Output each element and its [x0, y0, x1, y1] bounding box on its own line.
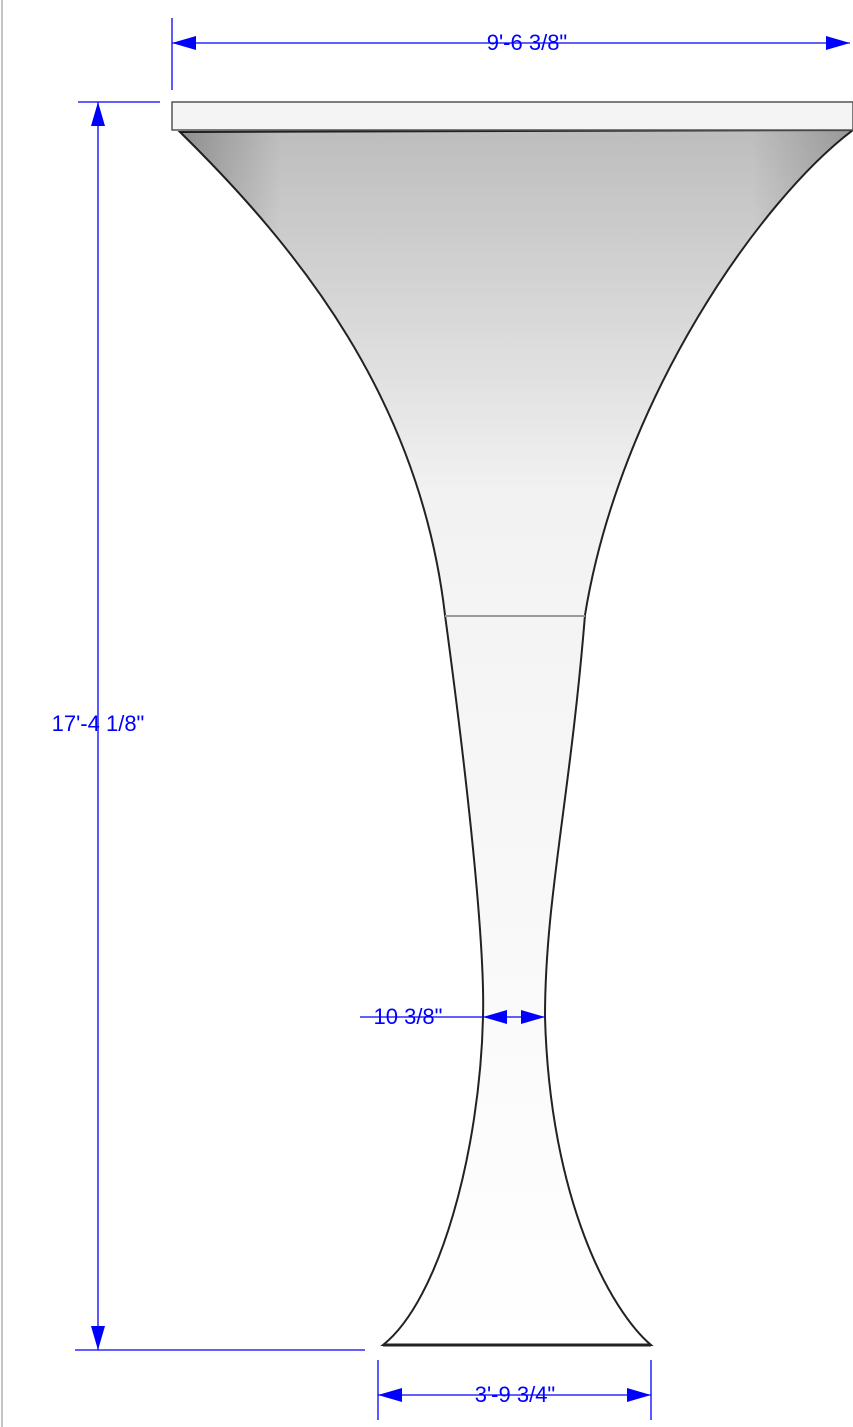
drawing: 9'-6 3/8" 17'-4 1/8" 10 3/8" 3'-9 3/4" — [0, 0, 853, 1427]
dimension-label: 9'-6 3/8" — [487, 30, 568, 55]
dimension-label: 10 3/8" — [374, 1004, 443, 1029]
dimension-label: 3'-9 3/4" — [475, 1382, 556, 1407]
dimension-width-base: 3'-9 3/4" — [378, 1360, 651, 1420]
vase — [172, 102, 853, 1345]
dimension-width-top: 9'-6 3/8" — [172, 18, 850, 90]
dimension-label: 17'-4 1/8" — [52, 711, 145, 736]
